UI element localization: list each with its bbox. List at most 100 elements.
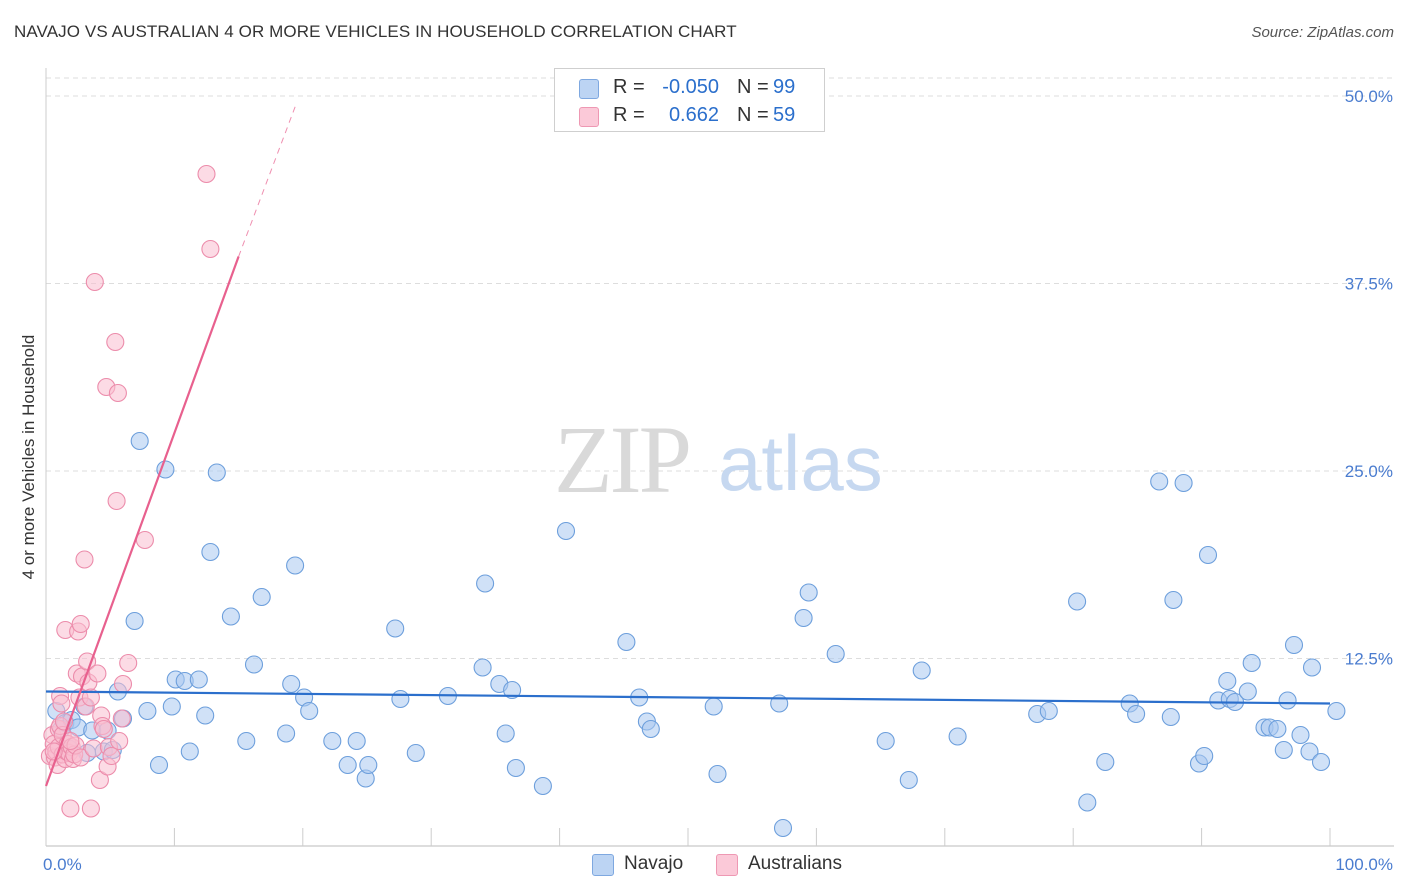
australian-point [106, 332, 125, 352]
axes-layer [45, 68, 1394, 847]
navajo-point [899, 770, 918, 790]
n-label: N = [737, 76, 769, 98]
australian-point [135, 530, 154, 550]
y-axis-title: 4 or more Vehicles in Household [19, 335, 38, 580]
watermark-zip: ZIP [554, 406, 689, 513]
australian-trend-extension [238, 103, 297, 257]
navajo-point [138, 701, 157, 721]
x-tick-label: 100.0% [1335, 855, 1393, 874]
navajo-point [282, 674, 301, 694]
navajo-point [244, 655, 264, 674]
navajo-point [1327, 701, 1346, 721]
navajo-point [794, 608, 813, 628]
australian-swatch [579, 107, 599, 127]
australian-point [84, 739, 103, 758]
australian-point [119, 653, 138, 673]
navajo-point [1174, 473, 1193, 493]
navajo-point [386, 619, 405, 638]
navajo-point [406, 743, 425, 763]
navajo-point [1127, 704, 1146, 724]
navajo-point [207, 463, 226, 482]
navajo-point [252, 587, 271, 607]
r-label: R = [613, 76, 645, 98]
grid-layer [46, 77, 1394, 659]
navajo-point [156, 460, 175, 479]
navajo-point [1278, 691, 1297, 710]
correlation-legend: R = -0.050 N = 99 R = 0.662 N = 59 [554, 68, 825, 132]
source-credit: Source: ZipAtlas.com [1251, 24, 1394, 41]
navajo-point [391, 689, 410, 709]
navajo-point [1291, 725, 1310, 745]
navajo-point [1300, 742, 1319, 761]
navajo-point [704, 697, 723, 716]
australian-points [40, 164, 220, 818]
watermark-atlas: atlas [718, 419, 883, 507]
navajo-point [1161, 707, 1180, 727]
navajo-point [641, 719, 660, 739]
navajo-point [189, 670, 208, 689]
navajo-point [277, 724, 296, 743]
australian-point [94, 719, 113, 739]
chart-title: NAVAJO VS AUSTRALIAN 4 OR MORE VEHICLES … [14, 22, 737, 41]
navajo-point [506, 758, 525, 778]
navajo-point [300, 701, 319, 721]
navajo-point [359, 755, 378, 775]
trend-lines [44, 103, 1331, 787]
watermark: ZIP atlas [554, 406, 883, 513]
navajo-point [912, 661, 931, 680]
navajo-n-value: 99 [773, 76, 796, 98]
navajo-point [162, 697, 181, 716]
australian-legend-swatch [716, 854, 738, 876]
australian-point [75, 550, 94, 569]
navajo-point [1218, 671, 1237, 691]
bottom-legend-navajo[interactable]: Navajo [592, 852, 702, 876]
navajo-point [1150, 472, 1169, 491]
australian-point [71, 748, 90, 767]
bottom-legend-australians[interactable]: Australians [716, 852, 866, 876]
australian-point [81, 688, 100, 707]
navajo-point [799, 583, 818, 602]
navajo-point [1195, 746, 1214, 766]
navajo-legend-label: Navajo [624, 853, 684, 874]
navajo-point [1039, 701, 1058, 721]
navajo-point [1198, 545, 1218, 565]
navajo-point [876, 731, 895, 751]
navajo-point [708, 764, 727, 784]
r-label: R = [613, 104, 645, 126]
navajo-point [476, 574, 495, 593]
navajo-point [473, 658, 492, 677]
australian-point [102, 746, 121, 766]
australian-point [90, 770, 109, 790]
navajo-point [617, 632, 636, 652]
australian-n-value: 59 [773, 104, 796, 126]
navajo-point [1284, 635, 1304, 655]
navajo-point [826, 644, 845, 664]
australian-point [201, 239, 220, 259]
navajo-point [1242, 653, 1261, 673]
n-label: N = [737, 104, 769, 126]
navajo-point [1096, 752, 1115, 772]
australian-r-value: 0.662 [668, 104, 719, 126]
navajo-point [180, 742, 199, 761]
navajo-legend-swatch [592, 854, 614, 876]
legend-row-navajo: R = -0.050 N = 99 [555, 73, 824, 101]
australian-point [81, 799, 100, 818]
australian-point [108, 383, 127, 403]
x-tick-label: 0.0% [43, 855, 82, 874]
navajo-point [323, 731, 342, 751]
navajo-point [347, 731, 366, 751]
y-tick-label: 37.5% [1345, 275, 1393, 294]
navajo-point [1238, 682, 1257, 701]
navajo-point [201, 542, 220, 562]
australian-point [88, 664, 107, 683]
y-tick-label: 12.5% [1345, 650, 1393, 669]
navajo-point [1311, 752, 1331, 772]
navajo-point [125, 611, 144, 631]
navajo-point [196, 706, 215, 725]
legend-row-australians: R = 0.662 N = 59 [555, 101, 824, 129]
navajo-trend-line [45, 690, 1331, 705]
australian-point [110, 731, 129, 751]
australian-trend-line [44, 256, 240, 787]
navajo-point [1302, 658, 1322, 677]
